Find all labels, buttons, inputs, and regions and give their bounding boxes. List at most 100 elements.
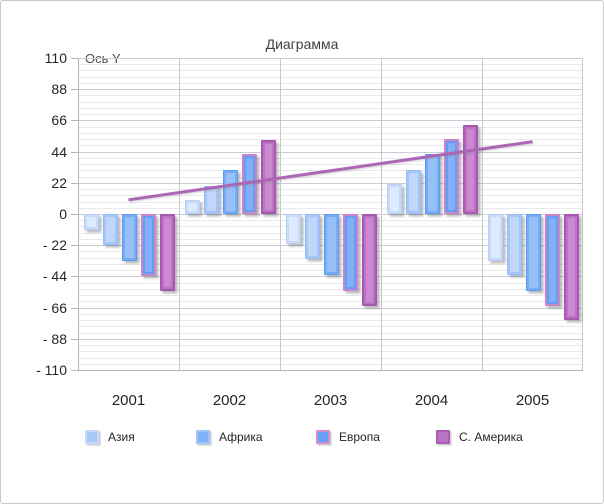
gridline-vertical <box>280 58 281 370</box>
bar-highlight <box>548 218 556 303</box>
y-axis-tick <box>71 245 78 247</box>
gridline-minor <box>78 114 583 116</box>
gridline-major <box>78 338 583 340</box>
bar-highlight <box>206 188 216 211</box>
gridline-vertical <box>179 58 180 370</box>
gridline-minor <box>78 126 583 128</box>
gridline-vertical <box>482 58 483 370</box>
gridline-minor <box>78 363 583 365</box>
bar-highlight <box>408 173 418 211</box>
y-tick-label: - 22 <box>42 237 67 254</box>
gridline-minor <box>78 157 583 159</box>
bar-asia-2002 <box>203 185 219 214</box>
x-axis-tick <box>381 313 382 317</box>
bar-n-america-2004 <box>462 124 478 214</box>
y-axis-tick <box>71 120 78 122</box>
legend-swatch-n-america <box>436 430 450 444</box>
bar-highlight <box>567 218 575 317</box>
gridline-major <box>78 307 583 309</box>
bar-highlight <box>447 142 455 210</box>
legend-item-n-america: С. Америка <box>436 430 523 444</box>
gridline-minor <box>78 320 583 322</box>
x-tick-label: 2005 <box>515 392 550 409</box>
y-axis-tick <box>71 307 78 309</box>
bar-n-america-2002 <box>260 140 276 214</box>
x-tick-label: 2004 <box>414 392 449 409</box>
x-axis-tick <box>280 313 281 317</box>
gridline-minor <box>78 189 583 191</box>
x-axis-line <box>78 370 583 371</box>
gridline-minor <box>78 195 583 197</box>
gridline-minor <box>78 76 583 78</box>
bar-africa-2003 <box>323 214 339 275</box>
bar-highlight <box>144 218 152 273</box>
gridline-major <box>78 89 583 91</box>
bar-highlight <box>365 218 373 303</box>
legend-item-asia: Азия <box>85 430 135 444</box>
y-tick-label: - 44 <box>42 268 67 285</box>
bar-highlight <box>86 217 96 227</box>
gridline-major <box>78 182 583 184</box>
bar-highlight <box>346 218 354 287</box>
bar-highlight <box>245 158 253 210</box>
trendline <box>128 140 533 202</box>
y-tick-label: 88 <box>51 81 67 98</box>
bar-asia-2003 <box>304 214 320 260</box>
gridline-minor <box>78 288 583 290</box>
legend-label-africa: Африка <box>219 430 263 444</box>
bar-asia-2005 <box>506 214 522 275</box>
x-axis-tick <box>582 313 583 317</box>
bar-series-a-2001 <box>83 214 99 230</box>
gridline-minor <box>78 301 583 303</box>
bar-highlight <box>509 217 519 272</box>
x-tick-label: 2002 <box>212 392 247 409</box>
gridline-minor <box>78 82 583 84</box>
y-axis-tick <box>71 338 78 340</box>
plot-area <box>78 58 583 371</box>
bar-series-a-2003 <box>285 214 301 244</box>
x-axis-tick <box>179 313 180 317</box>
x-tick-label: 2003 <box>313 392 348 409</box>
chart-title: Диаграмма <box>265 36 339 52</box>
gridline-minor <box>78 201 583 203</box>
gridline-vertical <box>381 58 382 370</box>
x-axis-tick <box>78 313 79 317</box>
bar-africa-2001 <box>121 214 137 261</box>
y-tick-label: - 110 <box>36 362 67 378</box>
y-axis-tick <box>71 276 78 278</box>
gridline-minor <box>78 207 583 209</box>
gridline-minor <box>78 95 583 97</box>
gridline-minor <box>78 139 583 141</box>
y-tick-label: 110 <box>44 50 67 66</box>
bar-highlight <box>163 218 171 287</box>
legend-item-europe: Европа <box>316 430 380 444</box>
trendline-layer <box>128 140 533 202</box>
gridline-minor <box>78 313 583 315</box>
legend-label-n-america: С. Америка <box>459 430 523 444</box>
y-axis-tick <box>71 214 78 215</box>
bar-highlight <box>307 217 317 257</box>
bar-series-a-2002 <box>184 199 200 214</box>
gridline-minor <box>78 107 583 109</box>
bar-africa-2005 <box>525 214 541 291</box>
y-axis-tick <box>71 151 78 153</box>
y-axis-tick <box>71 58 78 59</box>
bar-series-a-2005 <box>487 214 503 261</box>
y-tick-label: - 66 <box>42 299 67 316</box>
gridline-minor <box>78 351 583 353</box>
bar-europe-2001 <box>140 214 156 277</box>
bar-highlight <box>124 217 134 258</box>
bar-europe-2003 <box>342 214 358 291</box>
y-tick-label: 44 <box>51 143 67 160</box>
bar-highlight <box>288 217 298 241</box>
legend-label-europe: Европа <box>339 430 380 444</box>
bar-asia-2001 <box>102 214 118 246</box>
bar-highlight <box>466 128 474 210</box>
bar-highlight <box>187 202 197 211</box>
y-axis-line <box>78 58 79 370</box>
gridline-minor <box>78 345 583 347</box>
bar-n-america-2001 <box>159 214 175 291</box>
legend-label-asia: Азия <box>108 430 135 444</box>
gridline-minor <box>78 64 583 66</box>
